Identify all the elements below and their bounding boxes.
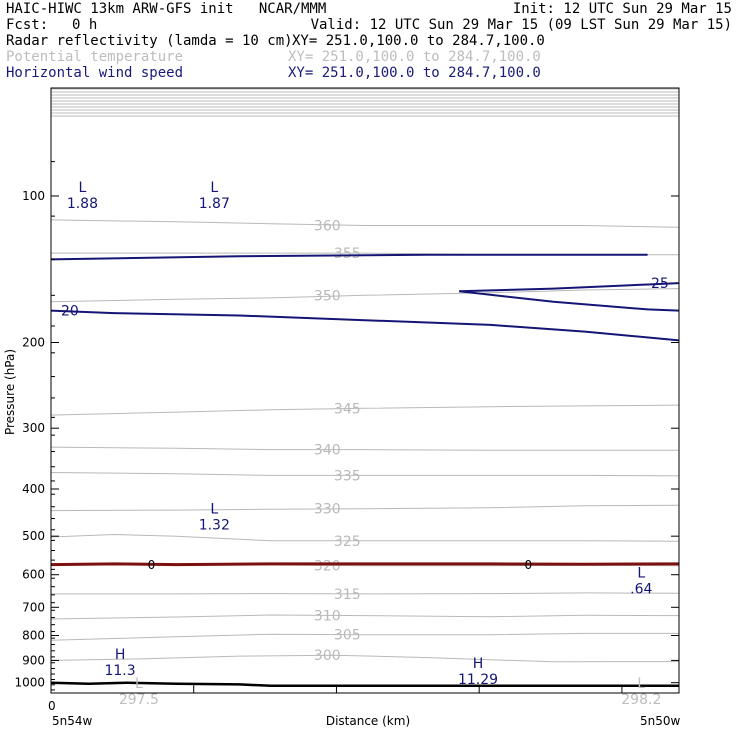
field-xy-reflectivity: XY= 251.0,100.0 to 284.7,100.0 (292, 33, 545, 49)
extremum-type: L (135, 676, 143, 692)
theta-contour-label: 315 (334, 587, 361, 603)
extremum-value: 11.3 (104, 663, 135, 679)
theta-contour-label: 325 (334, 534, 361, 550)
theta-contour-label: 330 (314, 502, 341, 518)
theta-contour-label: 355 (334, 246, 361, 262)
wind-contour-line (50, 253, 648, 261)
zero-contour-line (50, 562, 680, 567)
extremum-value: 11.29 (458, 672, 498, 688)
theta-contour-label: 305 (334, 628, 361, 644)
extremum-type: L (210, 502, 218, 518)
theta-contours: 300 305 310 315 320 325 330 335 340 345 350 355 360 (50, 219, 680, 664)
terrain-line-path (50, 681, 679, 688)
wind-contour-label: 20 (61, 304, 79, 320)
theta-contour-label: 345 (334, 401, 361, 417)
y-tick-label: 900 (22, 653, 45, 667)
extremum-type: L (78, 180, 86, 196)
theta-contour-line (50, 219, 680, 228)
y-tick-label: 800 (22, 629, 45, 643)
theta-contour-line (51, 592, 680, 595)
wind-contour-line (459, 290, 680, 312)
wind-contour-label: 25 (651, 276, 669, 292)
theta-contour-label: 320 (314, 559, 341, 575)
theta-contour-line (50, 472, 680, 477)
x-tick-label: 0 (48, 699, 56, 713)
field-xy-wind: XY= 251.0,100.0 to 284.7,100.0 (288, 65, 541, 81)
valid-time: Valid: 12 UTC Sun 29 Mar 15 (09 LST Sun … (310, 17, 732, 33)
extremum-type: H (473, 656, 484, 672)
extremum-value: 1.87 (199, 196, 230, 212)
fcst-value: 0 h (72, 17, 98, 33)
field-name-theta: Potential temperature (6, 49, 184, 65)
y-tick-label: 200 (22, 335, 45, 349)
theta-contour-label: 335 (334, 468, 361, 484)
theta-contour-label: 360 (314, 219, 341, 235)
x-end-label-left: 5n54w (52, 714, 93, 728)
theta-contour-line (50, 504, 680, 512)
title-left: HAIC-HIWC 13km ARW-GFS init NCAR/MMM (6, 1, 327, 17)
y-tick-label: 700 (22, 600, 45, 614)
theta-contour-line (50, 654, 680, 663)
terrain-line (50, 681, 679, 688)
extremum-value: 297.5 (119, 692, 159, 708)
y-tick-label: 400 (22, 482, 45, 496)
y-tick-label: 1000 (14, 676, 45, 690)
fcst-label: Fcst: (6, 17, 49, 33)
extremum-value: 298.2 (621, 692, 661, 708)
theta-contour-line (50, 632, 679, 641)
zero-contour-label: 0 (148, 558, 156, 572)
y-tick-label: 100 (22, 189, 45, 203)
extremum-value: 1.88 (67, 196, 98, 212)
theta-contour-label: 340 (314, 443, 341, 459)
y-tick-label: 300 (22, 421, 45, 435)
theta-contour-line (50, 446, 679, 451)
y-axis-label: Pressure (hPa) (3, 349, 17, 435)
theta-contour-line (50, 533, 680, 542)
field-name-reflectivity: Radar reflectivity (lamda = 10 cm) (6, 33, 293, 49)
top-hatch-band (51, 88, 679, 117)
extremum-type: L (637, 566, 645, 582)
x-axis-label: Distance (km) (326, 714, 410, 728)
extremum-type: L (210, 180, 218, 196)
title-right: Init: 12 UTC Sun 29 Mar 15 (512, 1, 732, 17)
y-tick-label: 500 (22, 529, 45, 543)
extremum-value: 1.32 (199, 518, 230, 534)
y-tick-label: 600 (22, 568, 45, 582)
theta-contour-line (50, 404, 680, 416)
extremum-value: .64 (630, 582, 652, 598)
theta-contour-line (50, 288, 680, 303)
theta-contour-label: 310 (314, 609, 341, 625)
theta-contour-label: 300 (314, 648, 341, 664)
field-name-wind: Horizontal wind speed (6, 65, 184, 81)
extremum-type: H (115, 647, 126, 663)
wind-contour-line (459, 282, 680, 293)
extremum-type: L (637, 676, 645, 692)
field-xy-theta: XY= 251.0,100.0 to 284.7,100.0 (288, 49, 541, 65)
plot-frame (50, 87, 680, 694)
theta-contour-line (50, 614, 680, 620)
theta-contour-label: 350 (314, 288, 341, 304)
x-end-label-right: 5n50w (640, 714, 681, 728)
wind-contour-line (50, 309, 680, 342)
zero-contour-label: 0 (524, 558, 532, 572)
